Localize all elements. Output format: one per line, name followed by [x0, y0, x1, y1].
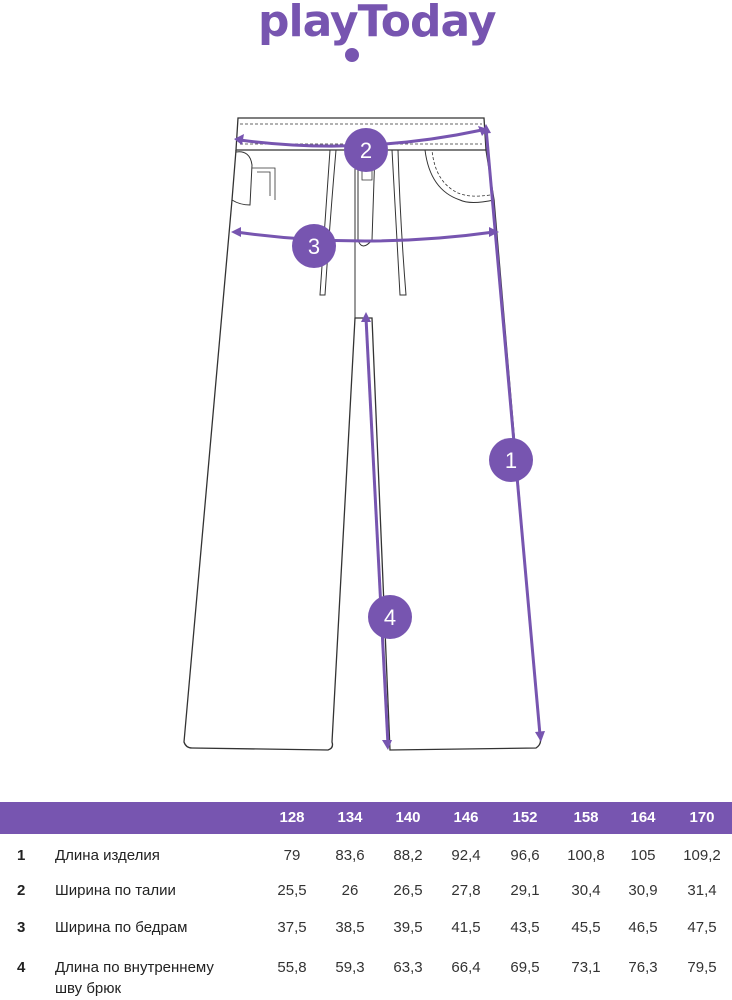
- table-cell: 83,6: [335, 847, 365, 864]
- table-cell: 25,5: [277, 882, 307, 899]
- table-cell: 38,5: [335, 919, 365, 936]
- table-cell: 109,2: [683, 847, 721, 864]
- table-cell: 79: [283, 847, 301, 864]
- pants-outline: [183, 117, 542, 751]
- row-label: Ширина по бедрам: [55, 919, 188, 936]
- table-cell: 92,4: [451, 847, 481, 864]
- marker-2: 2: [344, 128, 388, 172]
- table-cell: 66,4: [451, 959, 481, 976]
- size-header: 134: [337, 809, 363, 826]
- row-label: Длина по внутреннему шву брюк: [55, 959, 214, 997]
- table-cell: 41,5: [451, 919, 481, 936]
- table-cell: 69,5: [510, 959, 540, 976]
- marker-3: 3: [292, 224, 336, 268]
- table-cell: 100,8: [567, 847, 605, 864]
- table-cell: 26,5: [393, 882, 423, 899]
- row-label: Ширина по талии: [55, 882, 176, 899]
- table-cell: 29,1: [510, 882, 540, 899]
- table-cell: 63,3: [393, 959, 423, 976]
- svg-text:4: 4: [384, 605, 396, 630]
- svg-text:2: 2: [360, 138, 372, 163]
- table-cell: 59,3: [335, 959, 365, 976]
- logo-dot: [345, 48, 359, 62]
- marker-1: 1: [489, 438, 533, 482]
- table-cell: 37,5: [277, 919, 307, 936]
- table-cell: 88,2: [393, 847, 423, 864]
- brand-logo: playToday: [258, 0, 497, 47]
- pants-diagram: 2 3 1 4: [183, 117, 545, 751]
- row-number: 4: [17, 959, 26, 976]
- table-header: [0, 802, 732, 834]
- table-cell: 30,9: [628, 882, 658, 899]
- size-header: 128: [279, 809, 305, 826]
- measure-lines: [231, 124, 545, 750]
- size-header: 158: [573, 809, 599, 826]
- table-cell: 30,4: [571, 882, 601, 899]
- marker-4: 4: [368, 595, 412, 639]
- size-header: 164: [630, 809, 656, 826]
- table-cell: 43,5: [510, 919, 540, 936]
- table-cell: 55,8: [277, 959, 307, 976]
- table-cell: 105: [630, 847, 656, 864]
- row-number: 2: [17, 882, 26, 899]
- size-header: 146: [453, 809, 479, 826]
- row-label: Длина изделия: [55, 847, 160, 864]
- table-cell: 27,8: [451, 882, 481, 899]
- row-number: 1: [17, 847, 26, 864]
- table-cell: 46,5: [628, 919, 658, 936]
- row-number: 3: [17, 919, 26, 936]
- table-cell: 31,4: [687, 882, 717, 899]
- table-cell: 39,5: [393, 919, 423, 936]
- table-cell: 26: [341, 882, 359, 899]
- svg-text:1: 1: [505, 448, 517, 473]
- table-cell: 96,6: [510, 847, 540, 864]
- table-cell: 73,1: [571, 959, 601, 976]
- table-cell: 45,5: [571, 919, 601, 936]
- svg-text:3: 3: [308, 234, 320, 259]
- size-header: 140: [395, 809, 421, 826]
- size-header: 152: [512, 809, 538, 826]
- size-header: 170: [689, 809, 715, 826]
- table-cell: 47,5: [687, 919, 717, 936]
- table-cell: 79,5: [687, 959, 717, 976]
- table-cell: 76,3: [628, 959, 658, 976]
